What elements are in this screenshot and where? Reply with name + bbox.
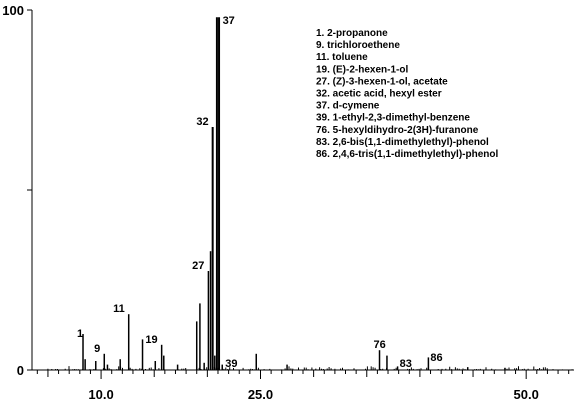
x-tick-label: 25.0 — [248, 387, 273, 402]
noise-trace — [47, 366, 574, 370]
peak-label: 1 — [77, 328, 83, 340]
peak-label: 32 — [196, 116, 208, 128]
peak-label: 83 — [400, 358, 412, 370]
legend-entry: 37. d-cymene — [316, 101, 380, 112]
x-tick-label: 50.0 — [514, 387, 539, 402]
legend-entry: 86. 2,4,6-tris(1,1-dimethylethyl)-phenol — [316, 149, 498, 160]
x-tick-label: 10.0 — [88, 387, 113, 402]
peak-label: 19 — [145, 334, 157, 346]
peak-label: 86 — [430, 352, 442, 364]
peak-label: 37 — [223, 15, 235, 27]
legend-entry: 76. 5-hexyldihydro-2(3H)-furanone — [316, 125, 479, 136]
axis-tick-labels: 0 100 10.0 25.0 50.0 — [2, 3, 539, 402]
legend-entry: 32. acetic acid, hexyl ester — [316, 89, 442, 100]
y-tick-label: 0 — [17, 363, 24, 378]
peaks — [82, 17, 506, 370]
peak-label: 9 — [94, 343, 100, 355]
peak-label: 27 — [192, 260, 204, 272]
y-tick-label: 100 — [2, 3, 24, 18]
legend-entry: 19. (E)-2-hexen-1-ol — [316, 64, 408, 75]
legend-entry: 27. (Z)-3-hexen-1-ol, acetate — [316, 76, 448, 87]
axes — [31, 10, 574, 371]
legend-entry: 39. 1-ethyl-2,3-dimethyl-benzene — [316, 113, 470, 124]
peak-label: 11 — [113, 303, 125, 315]
peak-label: 39 — [225, 358, 237, 370]
legend-entry: 11. toluene — [316, 52, 368, 63]
axis-ticks — [27, 9, 570, 379]
legend-entry: 83. 2,6-bis(1,1-dimethylethyl)-phenol — [316, 137, 489, 148]
legend-entry: 9. trichloroethene — [316, 40, 400, 51]
peak-label: 76 — [374, 339, 386, 351]
baseline-noise — [47, 366, 574, 370]
legend-entry: 1. 2-propanone — [316, 28, 388, 39]
